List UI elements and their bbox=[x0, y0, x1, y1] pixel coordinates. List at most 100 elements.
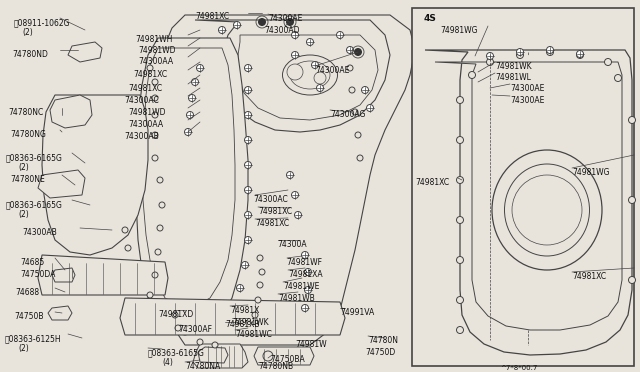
Circle shape bbox=[147, 65, 153, 71]
Polygon shape bbox=[425, 50, 632, 355]
Circle shape bbox=[367, 105, 374, 112]
Text: 74300AE: 74300AE bbox=[510, 84, 545, 93]
Text: 74981WG: 74981WG bbox=[440, 26, 477, 35]
Circle shape bbox=[305, 269, 312, 276]
Text: 74981XC: 74981XC bbox=[133, 70, 167, 79]
Circle shape bbox=[355, 132, 361, 138]
Circle shape bbox=[301, 251, 308, 259]
Circle shape bbox=[352, 109, 358, 115]
Circle shape bbox=[125, 245, 131, 251]
Circle shape bbox=[244, 112, 252, 119]
Circle shape bbox=[291, 51, 298, 58]
Text: 74300AD: 74300AD bbox=[264, 26, 300, 35]
Circle shape bbox=[157, 225, 163, 231]
Circle shape bbox=[456, 176, 463, 183]
Text: 74981XA: 74981XA bbox=[288, 270, 323, 279]
Circle shape bbox=[628, 196, 636, 203]
Circle shape bbox=[314, 72, 326, 84]
Polygon shape bbox=[195, 20, 390, 132]
Circle shape bbox=[237, 285, 243, 292]
Text: 74981XC: 74981XC bbox=[415, 178, 449, 187]
Text: 74780NG: 74780NG bbox=[10, 130, 46, 139]
Circle shape bbox=[516, 51, 524, 58]
Circle shape bbox=[257, 282, 263, 288]
Text: 74685: 74685 bbox=[20, 258, 44, 267]
Text: 74300AE: 74300AE bbox=[268, 14, 302, 23]
Text: 74780N: 74780N bbox=[368, 336, 398, 345]
Circle shape bbox=[362, 87, 369, 93]
Polygon shape bbox=[48, 306, 72, 320]
Circle shape bbox=[547, 46, 554, 54]
Circle shape bbox=[152, 155, 158, 161]
Text: 74981WH: 74981WH bbox=[135, 35, 172, 44]
Circle shape bbox=[122, 227, 128, 233]
Text: 74981XC: 74981XC bbox=[195, 12, 229, 21]
Text: 74300AA: 74300AA bbox=[128, 120, 163, 129]
Circle shape bbox=[628, 116, 636, 124]
Circle shape bbox=[258, 18, 266, 26]
FancyBboxPatch shape bbox=[412, 8, 634, 366]
Polygon shape bbox=[136, 38, 248, 335]
Text: 74300AB: 74300AB bbox=[124, 132, 159, 141]
Polygon shape bbox=[38, 170, 85, 198]
Text: 74991VA: 74991VA bbox=[340, 308, 374, 317]
Circle shape bbox=[614, 74, 621, 81]
Text: 74300AG: 74300AG bbox=[330, 110, 365, 119]
Circle shape bbox=[456, 96, 463, 103]
Text: (2): (2) bbox=[18, 163, 29, 172]
Circle shape bbox=[241, 262, 248, 269]
Text: Ⓝ08363-6165G: Ⓝ08363-6165G bbox=[6, 153, 63, 162]
Circle shape bbox=[244, 186, 252, 193]
Circle shape bbox=[291, 192, 298, 199]
Circle shape bbox=[244, 161, 252, 169]
Polygon shape bbox=[254, 347, 314, 365]
Circle shape bbox=[547, 48, 554, 55]
Circle shape bbox=[244, 212, 252, 218]
Text: ⓝ08911-1062G: ⓝ08911-1062G bbox=[14, 18, 70, 27]
Text: 74300AF: 74300AF bbox=[178, 325, 212, 334]
Text: 74981WL: 74981WL bbox=[495, 73, 531, 82]
Polygon shape bbox=[120, 298, 345, 335]
Text: 74300AA: 74300AA bbox=[138, 57, 173, 66]
Circle shape bbox=[147, 292, 153, 298]
Circle shape bbox=[305, 286, 312, 294]
Circle shape bbox=[196, 64, 204, 71]
Circle shape bbox=[152, 132, 158, 138]
Ellipse shape bbox=[290, 61, 330, 89]
Text: 74981WD: 74981WD bbox=[138, 46, 175, 55]
Text: 74981X: 74981X bbox=[230, 306, 259, 315]
Text: 74981XD: 74981XD bbox=[158, 310, 193, 319]
Text: 74300A: 74300A bbox=[277, 240, 307, 249]
Text: 74688: 74688 bbox=[15, 288, 39, 297]
Circle shape bbox=[191, 78, 198, 86]
Polygon shape bbox=[38, 255, 168, 295]
Circle shape bbox=[255, 297, 261, 303]
Circle shape bbox=[486, 58, 493, 65]
Circle shape bbox=[257, 255, 263, 261]
Polygon shape bbox=[198, 347, 228, 363]
Circle shape bbox=[347, 65, 353, 71]
Ellipse shape bbox=[282, 55, 337, 95]
Polygon shape bbox=[193, 344, 248, 368]
Text: 74780ND: 74780ND bbox=[12, 50, 48, 59]
Text: 74981XC: 74981XC bbox=[128, 84, 162, 93]
Text: 74300AE: 74300AE bbox=[315, 66, 349, 75]
Text: 74981XB: 74981XB bbox=[225, 320, 259, 329]
Text: 74981WD: 74981WD bbox=[128, 108, 166, 117]
Polygon shape bbox=[68, 42, 102, 62]
Text: 4S: 4S bbox=[424, 14, 437, 23]
Text: 74300AE: 74300AE bbox=[510, 96, 545, 105]
Text: 74750D: 74750D bbox=[365, 348, 396, 357]
Ellipse shape bbox=[504, 164, 589, 256]
Circle shape bbox=[244, 237, 252, 244]
Polygon shape bbox=[50, 95, 92, 128]
Circle shape bbox=[172, 312, 178, 318]
Text: 74981WK: 74981WK bbox=[495, 62, 532, 71]
Text: (4): (4) bbox=[162, 358, 173, 367]
Circle shape bbox=[349, 87, 355, 93]
Circle shape bbox=[307, 38, 314, 45]
Circle shape bbox=[512, 175, 582, 245]
Text: 74981W: 74981W bbox=[295, 340, 326, 349]
Circle shape bbox=[218, 26, 225, 33]
Circle shape bbox=[152, 95, 158, 101]
